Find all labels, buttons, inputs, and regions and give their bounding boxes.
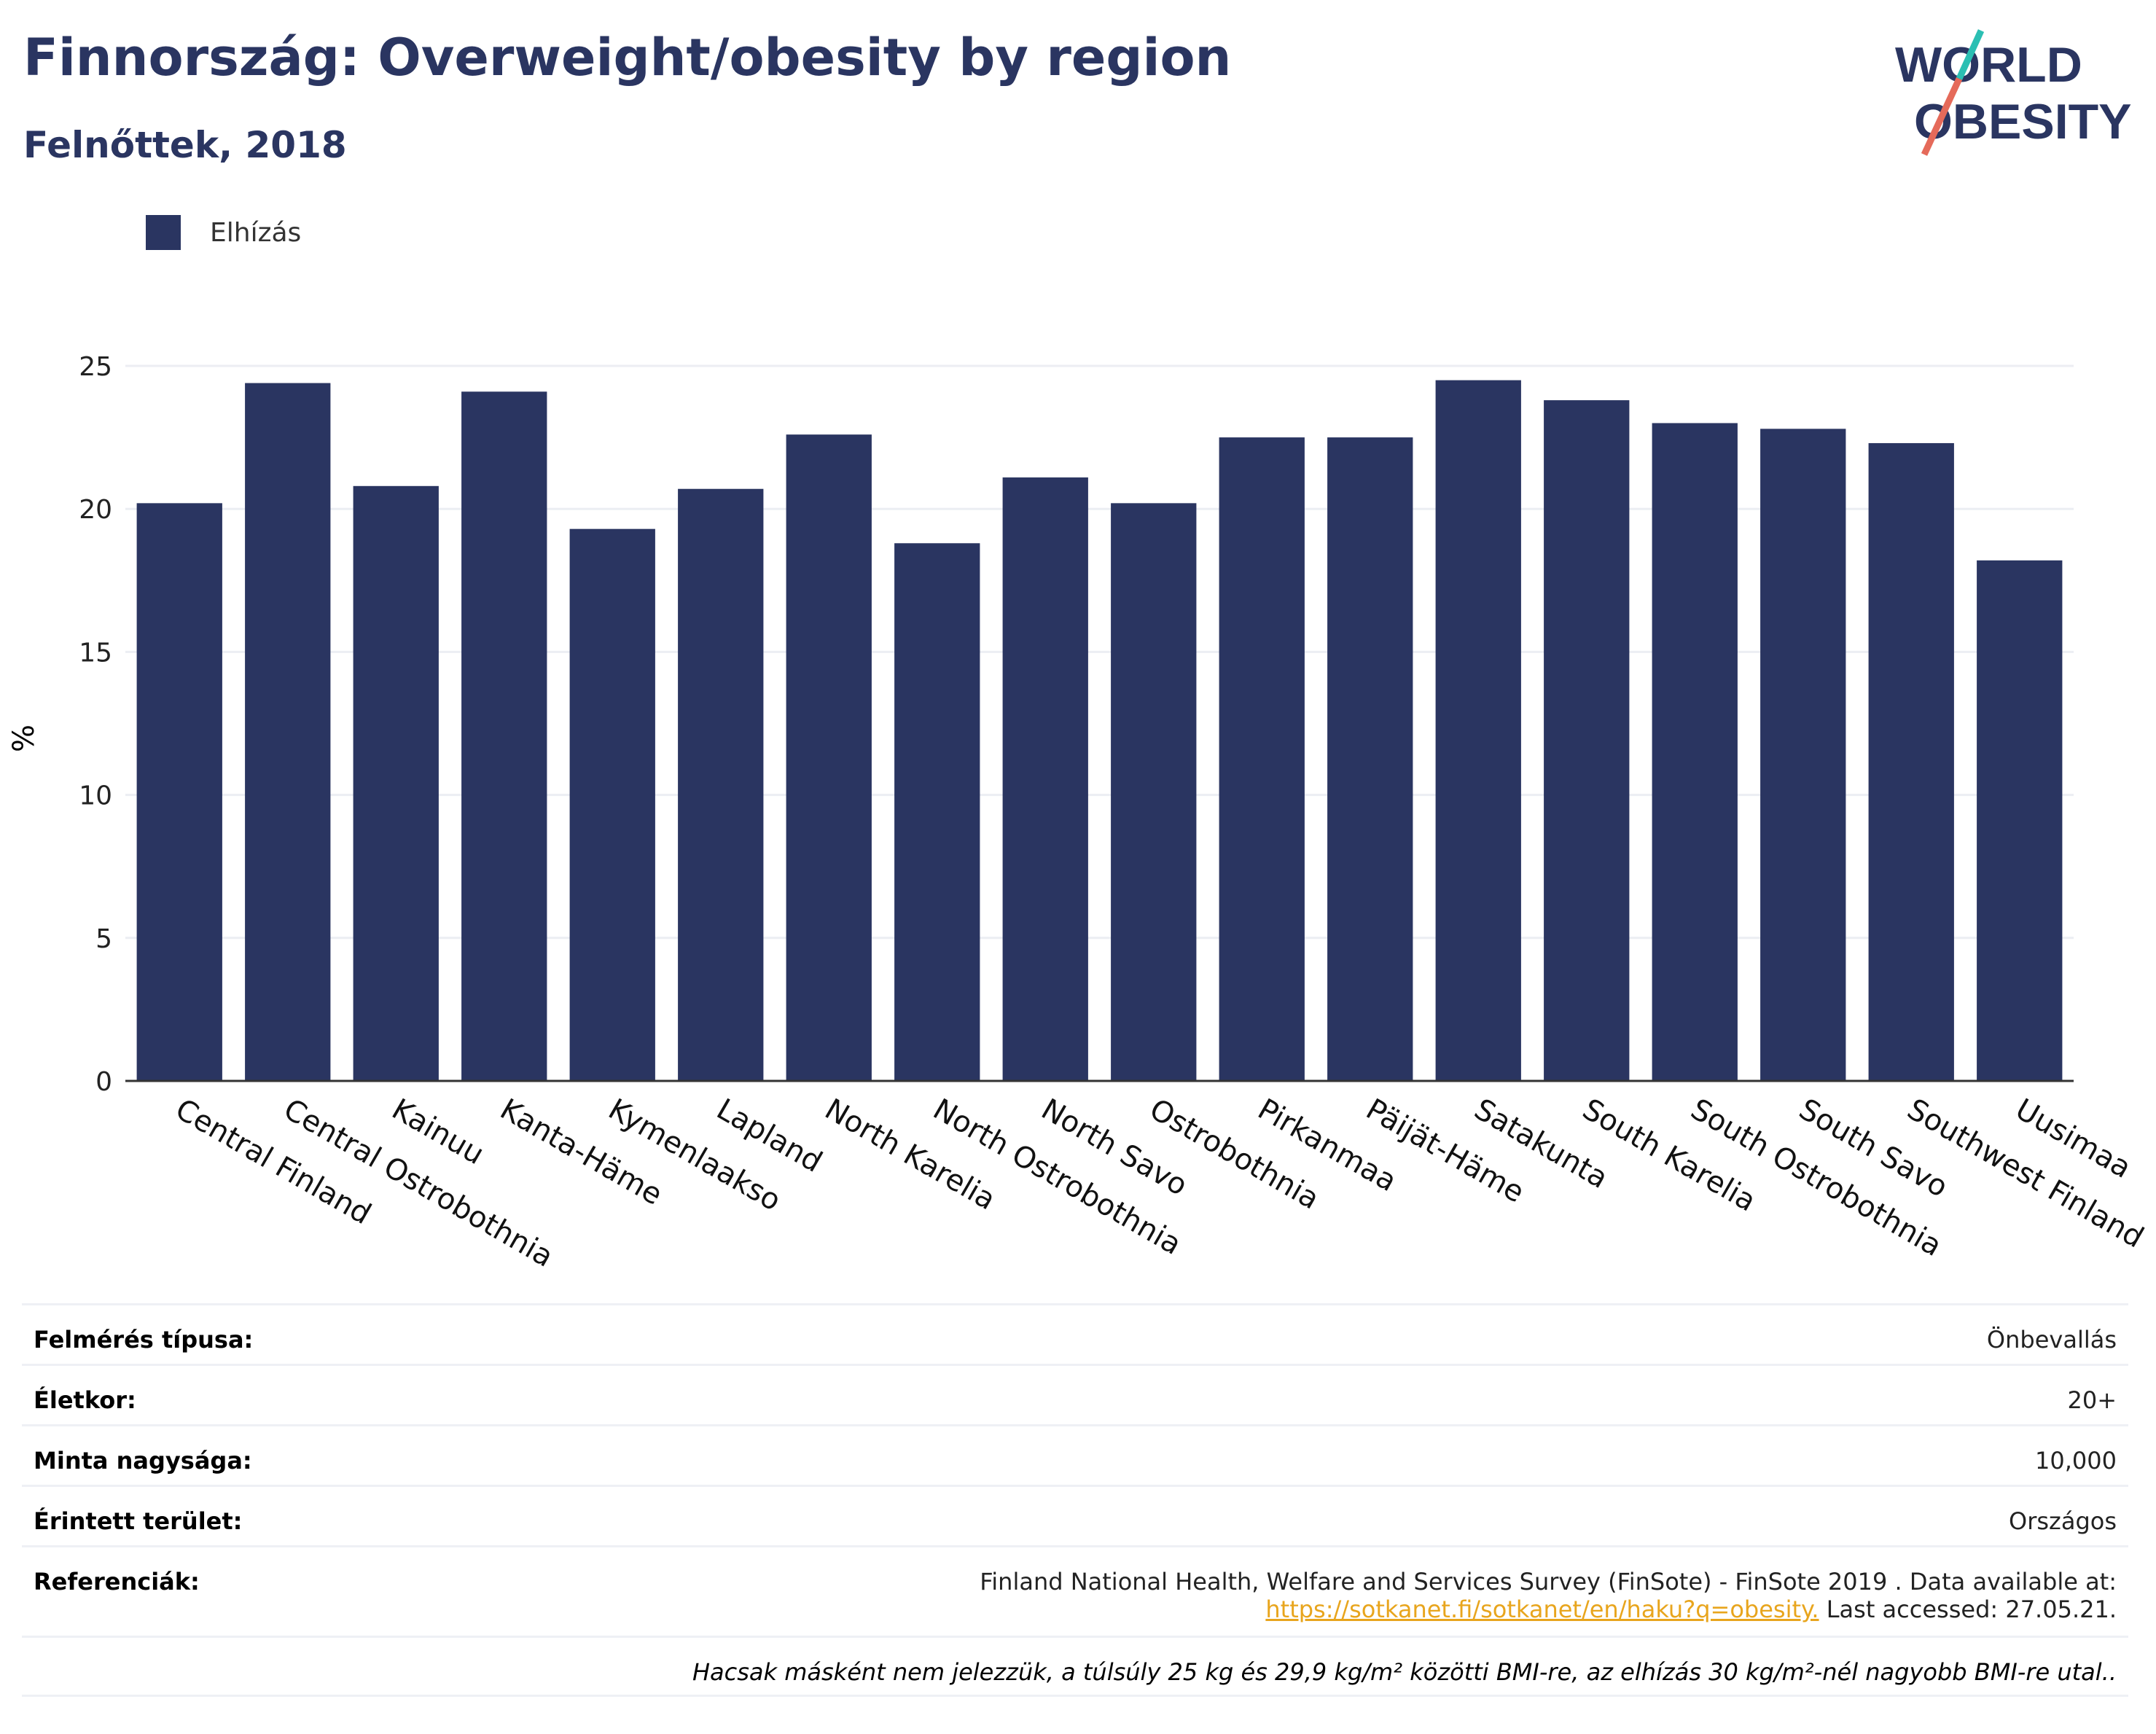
- footnote: Hacsak másként nem jelezzük, a túlsúly 2…: [692, 1658, 2117, 1686]
- info-label: Referenciák:: [34, 1568, 200, 1596]
- logo-slash-bottom: [1921, 77, 1963, 156]
- bar: [678, 488, 764, 1081]
- logo-line1: WORLD: [1895, 37, 2082, 93]
- y-tick-label: 5: [95, 924, 112, 954]
- y-tick-label: 25: [79, 352, 112, 382]
- info-value: Önbevallás: [1986, 1326, 2117, 1354]
- bar: [1977, 560, 2063, 1081]
- info-table: Felmérés típusa: Önbevallás Életkor: 20+…: [22, 1303, 2128, 1697]
- bar: [1002, 477, 1088, 1081]
- bar: [786, 434, 872, 1081]
- bar: [245, 383, 331, 1081]
- y-tick-label: 20: [79, 495, 112, 525]
- y-tick-label: 10: [79, 781, 112, 811]
- reference-accessed: Last accessed: 27.05.21.: [1819, 1596, 2117, 1623]
- info-label: Felmérés típusa:: [34, 1326, 254, 1354]
- info-row-references: Referenciák: Finland National Health, We…: [22, 1545, 2128, 1636]
- info-label: Érintett terület:: [34, 1507, 243, 1535]
- world-obesity-logo: WORLD OBESITY: [1895, 29, 2132, 156]
- bar: [894, 543, 980, 1081]
- info-row-sample-size: Minta nagysága: 10,000: [22, 1424, 2128, 1485]
- logo-slash-top: [1956, 29, 1985, 80]
- info-label: Életkor:: [34, 1386, 136, 1414]
- bar: [461, 391, 547, 1081]
- bar: [1544, 400, 1630, 1081]
- y-tick-label: 0: [95, 1067, 112, 1097]
- bar: [136, 503, 222, 1081]
- chart-subtitle: Felnőttek, 2018: [23, 124, 347, 166]
- bar: [1760, 429, 1846, 1081]
- bar: [1111, 503, 1197, 1081]
- bar: [1868, 442, 1954, 1081]
- info-row-note: Hacsak másként nem jelezzük, a túlsúly 2…: [22, 1636, 2128, 1697]
- info-label: Minta nagysága:: [34, 1447, 252, 1475]
- legend-swatch: [146, 215, 181, 250]
- info-value: Finland National Health, Welfare and Ser…: [980, 1568, 2117, 1623]
- chart-legend: Elhízás: [146, 215, 301, 250]
- y-tick-label: 15: [79, 638, 112, 668]
- bar: [569, 528, 655, 1081]
- reference-text: Finland National Health, Welfare and Ser…: [980, 1568, 2117, 1596]
- info-row-survey-type: Felmérés típusa: Önbevallás: [22, 1303, 2128, 1364]
- info-row-area: Érintett terület: Országos: [22, 1485, 2128, 1545]
- bar: [353, 485, 439, 1081]
- bar: [1652, 423, 1738, 1081]
- info-value: 20+: [2067, 1386, 2117, 1414]
- info-row-age: Életkor: 20+: [22, 1364, 2128, 1424]
- info-value: Országos: [2009, 1507, 2117, 1535]
- bar: [1435, 380, 1521, 1081]
- chart-title: Finnország: Overweight/obesity by region: [23, 28, 1232, 87]
- info-value: 10,000: [2035, 1447, 2117, 1475]
- bar: [1219, 437, 1305, 1081]
- reference-link[interactable]: https://sotkanet.fi/sotkanet/en/haku?q=o…: [1265, 1596, 1819, 1623]
- bar: [1327, 437, 1413, 1081]
- legend-label: Elhízás: [210, 217, 302, 248]
- x-tick-label: Central Finland: [170, 1093, 377, 1231]
